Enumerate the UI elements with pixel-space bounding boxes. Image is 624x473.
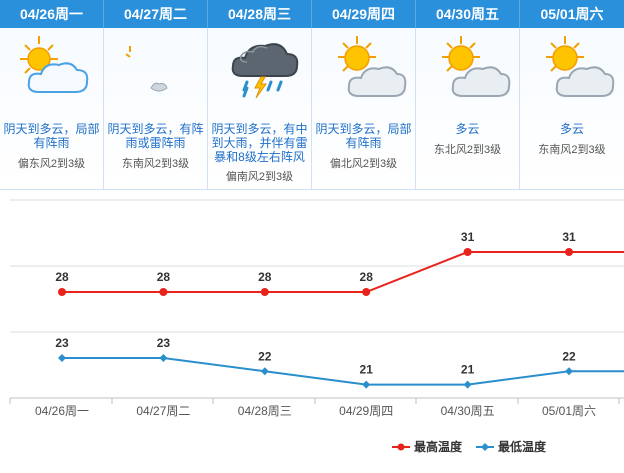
x-tick-label: 04/27周二 — [136, 404, 190, 418]
date-header-4: 04/30周五 — [416, 0, 520, 28]
forecast-card-3: 阴天到多云，局部有阵雨 偏北风2到3级 — [312, 28, 416, 190]
x-tick-label: 04/28周三 — [238, 404, 292, 418]
series-line-low — [62, 357, 624, 386]
forecast-desc-5: 多云 — [559, 122, 584, 136]
date-header-3: 04/29周四 — [312, 0, 416, 28]
legend-marker-1 — [481, 443, 489, 451]
data-label-high: 28 — [55, 270, 69, 284]
data-label-low: 22 — [562, 349, 576, 363]
forecast-desc-4: 多云 — [455, 122, 480, 136]
forecast-desc-2: 阴天到多云，有中到大雨，并伴有雷暴和8级左右阵风 — [211, 122, 308, 164]
data-label-low: 21 — [461, 363, 475, 377]
sun-cloud-icon — [546, 36, 615, 97]
data-point-high — [159, 288, 168, 296]
forecast-card-2: 阴天到多云，有中到大雨，并伴有雷暴和8级左右阵风 偏南风2到3级 — [208, 28, 312, 190]
temperature-chart-svg: 04/26周一 04/27周二 04/28周三 04/29周四 04/30周五 05/01… — [9, 199, 624, 454]
forecast-desc-3: 阴天到多云，局部有阵雨 — [315, 122, 412, 150]
data-point-low — [159, 354, 168, 362]
data-point-high — [362, 288, 371, 296]
temperature-chart: 04/26周一 04/27周二 04/28周三 04/29周四 04/30周五 05/01… — [0, 190, 624, 473]
date-header-5: 05/01周六 — [540, 6, 604, 22]
data-point-high — [260, 288, 269, 296]
forecast-wind-3: 偏北风2到3级 — [329, 158, 398, 170]
series-line-high — [62, 251, 624, 293]
forecast-card-0: 阴天到多云，局部有阵雨 偏东风2到3级 — [0, 28, 104, 190]
legend-marker-0 — [397, 443, 405, 451]
data-label-high: 31 — [562, 230, 576, 244]
forecast-wind-0: 偏东风2到3级 — [17, 158, 86, 170]
sun-cloud-icon — [338, 36, 407, 97]
x-tick-label: 04/26周一 — [35, 404, 89, 418]
legend-label-1: 最低温度 — [498, 439, 547, 454]
legend-label-0: 最高温度 — [414, 439, 463, 454]
data-label-low: 22 — [258, 349, 272, 363]
forecast-card-4: 多云 东北风2到3级 — [416, 28, 520, 190]
partial-weather-icon — [125, 46, 168, 92]
thunderstorm-icon — [231, 43, 299, 99]
forecast-desc-0: 阴天到多云，局部有阵雨 — [3, 122, 100, 150]
data-label-high: 28 — [258, 270, 272, 284]
forecast-card-1: 阴天到多云，有阵雨或雷阵雨 东南风2到3级 — [104, 28, 208, 190]
data-label-low: 23 — [55, 336, 69, 350]
data-label-high: 31 — [461, 230, 475, 244]
forecast-wind-5: 东南风2到3级 — [538, 144, 606, 156]
data-point-high — [463, 248, 472, 257]
date-header-2: 04/28周三 — [208, 0, 312, 28]
data-point-low — [58, 354, 66, 362]
data-point-low — [463, 380, 472, 389]
data-point-high — [565, 248, 573, 257]
data-label-low: 21 — [360, 363, 374, 377]
data-label-low: 23 — [157, 336, 171, 350]
x-tick-label: 04/29周四 — [339, 404, 393, 418]
data-label-high: 28 — [157, 270, 171, 284]
sun-cloud-icon — [442, 36, 511, 97]
sun-cloud-icon — [20, 36, 89, 93]
date-header-0: 04/26周一 — [0, 0, 104, 28]
date-header-row: 04/26周一 04/27周二 04/28周三 04/29周四 04/30周五 … — [0, 0, 624, 28]
x-tick-label: 04/30周五 — [441, 404, 495, 418]
forecast-wind-2: 偏南风2到3级 — [225, 171, 294, 183]
forecast-cards: 阴天到多云，局部有阵雨 偏东风2到3级 阴天到多云，有阵雨或雷阵雨 东南风2到3… — [0, 28, 624, 190]
data-point-low — [260, 367, 269, 376]
forecast-wind-1: 东南风2到3级 — [121, 158, 190, 170]
forecast-desc-1: 阴天到多云，有阵雨或雷阵雨 — [107, 122, 204, 150]
data-point-low — [565, 367, 573, 376]
forecast-card-5: 多云 东南风2到3级 — [520, 28, 624, 190]
date-header-1: 04/27周二 — [104, 0, 208, 28]
x-tick-label: 05/01周六 — [542, 404, 596, 418]
data-label-high: 28 — [360, 270, 374, 284]
data-point-low — [362, 380, 371, 389]
data-point-high — [58, 288, 66, 296]
forecast-wind-4: 东北风2到3级 — [433, 144, 502, 156]
